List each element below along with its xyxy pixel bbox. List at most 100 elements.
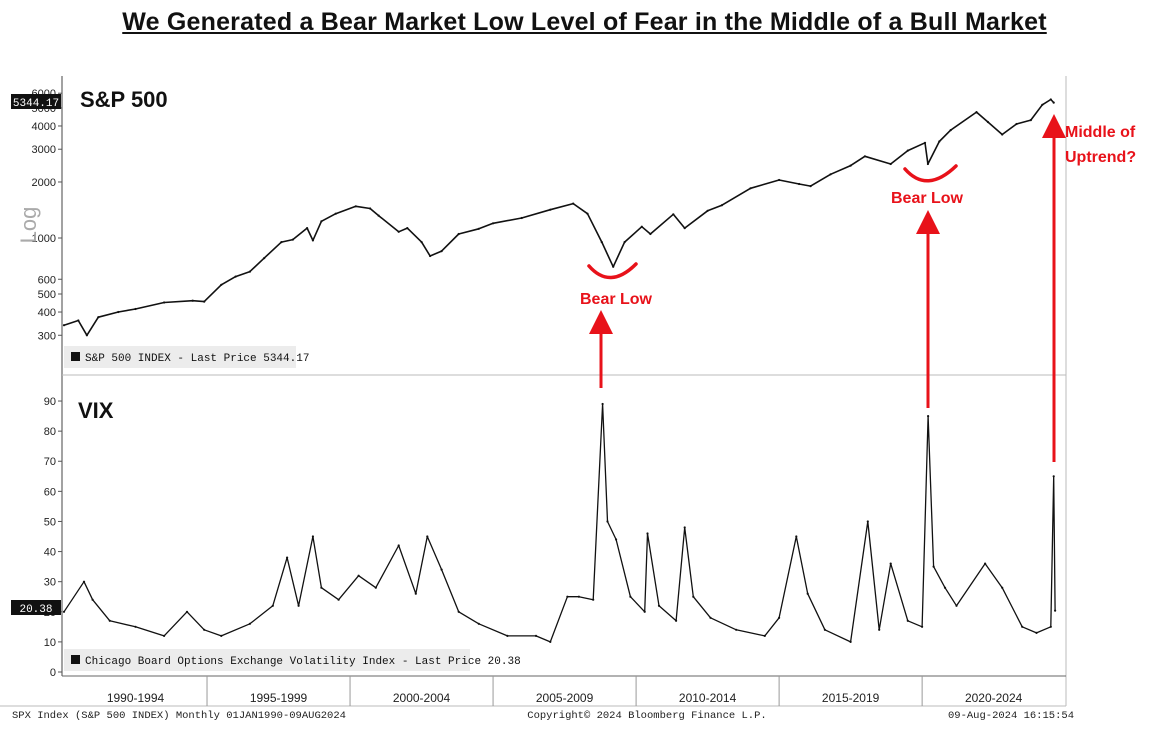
vix-data-point bbox=[592, 598, 595, 601]
log-axis-label: Log bbox=[16, 207, 41, 244]
middle-label-line2: Uptrend? bbox=[1065, 149, 1136, 166]
spx-data-point bbox=[62, 324, 66, 327]
vix-data-point bbox=[1021, 625, 1024, 628]
vix-data-point bbox=[426, 535, 429, 538]
middle-label-line1: Middle of bbox=[1065, 124, 1136, 141]
spx-data-point bbox=[248, 270, 251, 273]
x-period-label: 2020-2024 bbox=[965, 691, 1023, 705]
spx-data-point bbox=[949, 129, 952, 132]
vix-data-point bbox=[735, 628, 738, 631]
vix-data-point bbox=[955, 604, 958, 607]
spx-data-point bbox=[77, 319, 80, 322]
spx-data-point bbox=[320, 220, 323, 223]
spx-data-point bbox=[1029, 119, 1032, 122]
spx-data-point bbox=[234, 275, 237, 278]
spx-data-point bbox=[191, 299, 194, 302]
spx-legend-swatch bbox=[71, 352, 80, 361]
vix-data-point bbox=[984, 562, 987, 565]
vix-y-tick-label: 30 bbox=[44, 577, 56, 589]
footer-copyright: Copyright© 2024 Bloomberg Finance L.P. bbox=[527, 710, 766, 722]
spx-data-point bbox=[906, 149, 909, 152]
spx-data-point bbox=[926, 162, 930, 166]
vix-data-point bbox=[866, 520, 869, 523]
vix-data-point bbox=[62, 610, 66, 613]
spx-legend-text: S&P 500 INDEX - Last Price 5344.17 bbox=[85, 353, 309, 365]
vix-data-point bbox=[457, 610, 460, 613]
vix-data-point bbox=[943, 586, 947, 589]
vix-data-point bbox=[646, 532, 649, 535]
vix-data-point bbox=[357, 574, 360, 577]
vix-y-tick-label: 80 bbox=[44, 426, 56, 438]
spx-data-point bbox=[420, 241, 423, 244]
vix-data-point bbox=[440, 568, 443, 571]
spx-data-point bbox=[600, 241, 603, 244]
spx-data-point bbox=[975, 111, 978, 114]
spx-legend-box bbox=[64, 346, 296, 368]
x-period-label: 2000-2004 bbox=[393, 691, 451, 705]
spx-y-tick-label: 400 bbox=[38, 307, 56, 319]
vix-y-axis: 9080706050403020100 bbox=[44, 396, 62, 679]
annotation-bear-low-2020: Bear Low bbox=[891, 164, 964, 408]
spx-y-tick-label: 2000 bbox=[32, 177, 56, 189]
spx-data-point bbox=[572, 202, 575, 205]
bear-low-bracket-2020 bbox=[903, 164, 958, 183]
spx-data-point bbox=[440, 250, 443, 253]
vix-y-tick-label: 90 bbox=[44, 396, 56, 408]
vix-panel-label: VIX bbox=[78, 398, 114, 423]
spx-data-point bbox=[492, 222, 495, 225]
vix-data-point bbox=[849, 640, 852, 644]
spx-data-point bbox=[97, 316, 100, 319]
spx-data-point bbox=[520, 216, 523, 220]
spx-data-point bbox=[1049, 98, 1052, 101]
vix-last-price-box bbox=[11, 600, 61, 615]
spx-data-point bbox=[986, 120, 990, 124]
vix-data-point bbox=[549, 640, 552, 644]
vix-data-point bbox=[1054, 609, 1057, 612]
spx-data-point bbox=[809, 185, 812, 188]
spx-last-price-box bbox=[11, 94, 61, 109]
spx-data-point bbox=[863, 155, 867, 158]
vix-y-tick-label: 10 bbox=[44, 637, 56, 649]
spx-last-price: 5344.17 bbox=[13, 98, 59, 110]
spx-y-tick-label: 300 bbox=[38, 330, 56, 342]
spx-data-point bbox=[311, 239, 314, 242]
vix-data-point bbox=[477, 622, 480, 625]
spx-data-point bbox=[457, 232, 460, 236]
spx-data-point bbox=[280, 241, 283, 244]
vix-data-point bbox=[906, 619, 909, 622]
vix-data-point bbox=[320, 586, 323, 589]
vix-data-point bbox=[806, 592, 809, 595]
spx-data-point bbox=[117, 310, 120, 314]
spx-data-point bbox=[798, 182, 801, 186]
x-period-label: 2010-2014 bbox=[679, 691, 737, 705]
vix-data-point bbox=[1049, 625, 1052, 628]
x-period-label: 1990-1994 bbox=[107, 691, 165, 705]
spx-data-point bbox=[829, 173, 832, 176]
vix-data-point bbox=[675, 619, 678, 622]
vix-data-point bbox=[823, 628, 827, 631]
spx-y-tick-label: 4000 bbox=[32, 121, 56, 133]
spx-y-tick-label: 3000 bbox=[32, 144, 56, 156]
spx-data-point bbox=[406, 227, 409, 230]
vix-data-point bbox=[374, 586, 377, 589]
spx-data-point bbox=[429, 254, 432, 258]
vix-data-point bbox=[878, 628, 881, 631]
spx-data-point bbox=[720, 204, 724, 207]
vix-data-point bbox=[629, 595, 632, 598]
vix-data-point bbox=[82, 580, 86, 583]
spx-data-point bbox=[263, 257, 266, 260]
spx-data-point bbox=[306, 227, 309, 230]
vix-y-tick-label: 70 bbox=[44, 456, 56, 468]
spx-data-point bbox=[354, 205, 357, 208]
spx-series-line bbox=[63, 98, 1055, 337]
spx-data-point bbox=[1001, 133, 1004, 136]
vix-data-point bbox=[203, 628, 206, 631]
page-title: We Generated a Bear Market Low Level of … bbox=[122, 8, 1047, 36]
vix-legend-text: Chicago Board Options Exchange Volatilit… bbox=[85, 656, 521, 668]
bear-low-label-2009: Bear Low bbox=[580, 291, 653, 308]
spx-data-point bbox=[477, 227, 480, 230]
spx-data-point bbox=[849, 164, 852, 167]
x-period-label: 2015-2019 bbox=[822, 691, 880, 705]
x-axis: 1990-1994 1995-1999 2000-2004 2005-2009 2010… bbox=[107, 676, 1023, 706]
